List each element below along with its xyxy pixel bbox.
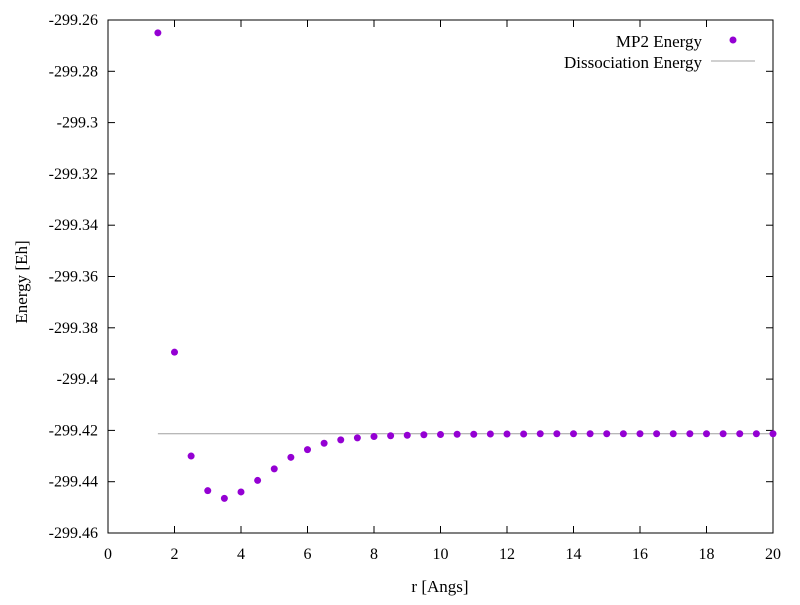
mp2-energy-point — [636, 430, 644, 438]
mp2-energy-point — [254, 476, 262, 484]
mp2-energy-point — [171, 348, 178, 356]
x-tick-label: 0 — [104, 546, 112, 563]
x-tick-label: 2 — [171, 546, 179, 563]
y-tick-label: -299.34 — [49, 217, 98, 234]
plot-frame — [107, 19, 774, 534]
mp2-energy-point — [553, 430, 561, 438]
mp2-energy-point — [536, 430, 544, 438]
x-tick-label: 20 — [765, 546, 781, 563]
mp2-energy-point — [703, 430, 710, 438]
x-tick-label: 8 — [370, 546, 378, 563]
mp2-energy-point — [619, 430, 627, 438]
y-tick-label: -299.42 — [49, 422, 98, 439]
mp2-energy-point — [337, 436, 345, 444]
legend-label-mp2: MP2 Energy — [616, 32, 703, 51]
mp2-energy-point — [653, 430, 661, 438]
legend-label-dissociation: Dissociation Energy — [564, 53, 703, 72]
mp2-energy-point — [420, 431, 428, 439]
y-tick-label: -299.26 — [49, 12, 98, 29]
mp2-energy-point — [470, 430, 478, 438]
mp2-energy-point — [187, 452, 195, 460]
mp2-energy-point — [320, 439, 328, 447]
y-axis-label: Energy [Eh] — [12, 240, 31, 323]
x-tick-label: 14 — [566, 546, 582, 563]
series-layer — [154, 29, 777, 502]
x-tick-label: 16 — [632, 546, 648, 563]
x-tick-label: 6 — [304, 546, 312, 563]
mp2-energy-point — [403, 431, 411, 439]
legend: MP2 Energy Dissociation Energy — [564, 32, 755, 72]
mp2-energy-point — [586, 430, 594, 438]
x-tick-label: 18 — [699, 546, 715, 563]
mp2-energy-point — [237, 488, 245, 496]
y-tick-label: -299.4 — [57, 371, 98, 388]
mp2-energy-point — [287, 453, 295, 461]
mp2-energy-point — [603, 430, 611, 438]
mp2-energy-point — [387, 432, 395, 440]
mp2-energy-point — [453, 430, 461, 438]
mp2-energy-point — [486, 430, 494, 438]
mp2-energy-point — [204, 487, 212, 495]
mp2-energy-point — [353, 434, 361, 442]
y-tick-label: -299.46 — [49, 525, 98, 542]
x-axis-label: r [Angs] — [411, 577, 468, 596]
axes: 0 2 4 6 8 10 12 14 16 18 20 -299.26 -299.28 -299.3 -29… — [49, 12, 781, 563]
y-tick-label: -299.28 — [49, 63, 98, 80]
y-tick-label: -299.3 — [57, 115, 98, 132]
mp2-energy-point — [736, 430, 744, 438]
mp2-energy-point — [270, 465, 278, 473]
legend-marker-mp2 — [729, 36, 737, 44]
x-tick-label: 12 — [499, 546, 515, 563]
mp2-energy-point — [686, 430, 694, 438]
y-tick-label: -299.44 — [49, 474, 98, 491]
mp2-energy-point — [437, 431, 444, 439]
mp2-energy-point — [503, 430, 511, 438]
mp2-energy-point — [719, 430, 727, 438]
mp2-energy-point — [304, 446, 311, 454]
axis-labels: r [Angs] Energy [Eh] — [12, 240, 469, 596]
mp2-energy-point — [370, 433, 378, 441]
y-tick-label: -299.38 — [49, 320, 98, 337]
mp2-energy-point — [752, 430, 760, 438]
mp2-energy-point — [769, 430, 777, 438]
mp2-energy-point — [154, 29, 162, 37]
x-tick-label: 10 — [433, 546, 449, 563]
mp2-energy-point — [520, 430, 528, 438]
mp2-energy-point — [570, 430, 577, 438]
mp2-energy-point — [220, 494, 228, 502]
x-tick-label: 4 — [237, 546, 245, 563]
y-tick-label: -299.36 — [49, 269, 98, 286]
mp2-energy-point — [669, 430, 677, 438]
y-tick-label: -299.32 — [49, 166, 98, 183]
